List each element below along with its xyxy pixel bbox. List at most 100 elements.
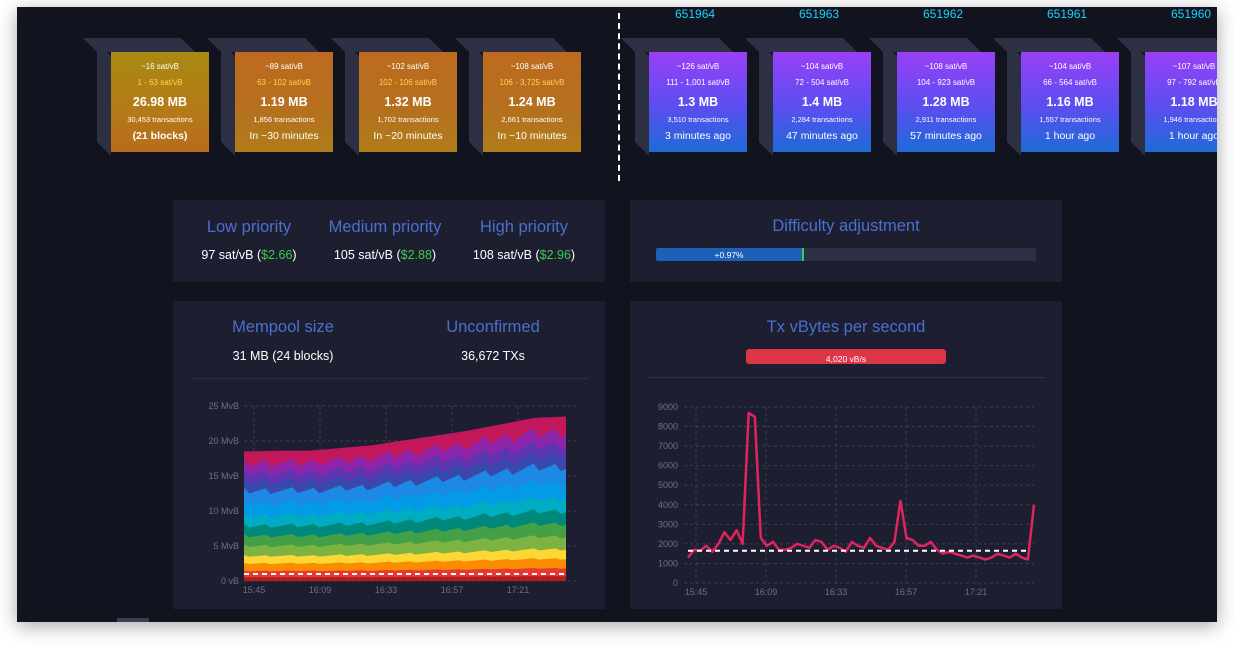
difficulty-change: +0.97% bbox=[714, 249, 744, 260]
block-size: 1.18 MB bbox=[1170, 95, 1217, 109]
block-tx-count: 1,946 transactions bbox=[1163, 115, 1217, 124]
y-tick-label: 4000 bbox=[658, 500, 678, 510]
block-time: 47 minutes ago bbox=[786, 130, 858, 142]
mempool-size-label: Mempool size bbox=[232, 318, 334, 336]
mempool-divider bbox=[618, 13, 620, 181]
block-side-face bbox=[469, 42, 483, 156]
block-tx-count: 3,510 transactions bbox=[667, 115, 729, 124]
difficulty-card: Difficulty adjustment +0.97% bbox=[630, 200, 1062, 282]
block-tx-count: 2,661 transactions bbox=[501, 115, 563, 124]
y-tick-label: 0 vB bbox=[221, 576, 239, 586]
block-fee-range: 63 - 102 sat/vB bbox=[257, 78, 311, 87]
y-tick-label: 6000 bbox=[658, 461, 678, 471]
block-tx-count: 1,557 transactions bbox=[1039, 115, 1101, 124]
block-median-fee: ~126 sat/vB bbox=[676, 62, 720, 71]
mempool-block[interactable]: ~102 sat/vB 102 - 106 sat/vB 1.32 MB 1,702 … bbox=[331, 38, 457, 156]
medium-priority-label: Medium priority bbox=[328, 218, 442, 236]
block-side-face bbox=[345, 42, 359, 156]
tx-vbytes-title: Tx vBytes per second bbox=[766, 318, 926, 336]
block-time: (21 blocks) bbox=[132, 130, 188, 142]
x-tick-label: 16:57 bbox=[895, 587, 918, 597]
y-tick-label: 10 MvB bbox=[208, 506, 239, 516]
low-priority-label: Low priority bbox=[206, 218, 292, 236]
x-tick-label: 17:21 bbox=[965, 587, 988, 597]
block-side-face bbox=[221, 42, 235, 156]
block-median-fee: ~104 sat/vB bbox=[1048, 62, 1092, 71]
block-median-fee: ~16 sat/vB bbox=[140, 62, 180, 71]
block-front-face: ~102 sat/vB 102 - 106 sat/vB 1.32 MB 1,702 … bbox=[359, 52, 457, 152]
block-size: 1.16 MB bbox=[1046, 95, 1094, 109]
block-tx-count: 2,284 transactions bbox=[791, 115, 853, 124]
y-tick-label: 3000 bbox=[658, 519, 678, 529]
block-side-face bbox=[759, 42, 773, 156]
block-side-face bbox=[1007, 42, 1021, 156]
x-tick-label: 16:33 bbox=[375, 585, 398, 595]
low-priority-value: 97 sat/vB ($2.66) bbox=[201, 248, 297, 262]
y-tick-label: 5 MvB bbox=[213, 541, 239, 551]
tx-vbytes-badge-value: 4,020 vB/s bbox=[825, 354, 867, 364]
block-time: In ~20 minutes bbox=[373, 130, 443, 142]
block-front-face: ~126 sat/vB 111 - 1,001 sat/vB 1.3 MB 3,510… bbox=[649, 52, 747, 152]
confirmed-block[interactable]: ~104 sat/vB 72 - 504 sat/vB 1.4 MB 2,284 tr… bbox=[745, 38, 871, 156]
difficulty-progress-track: +0.97% bbox=[656, 248, 1036, 261]
y-tick-label: 1000 bbox=[658, 558, 678, 568]
block-front-face: ~108 sat/vB 104 - 923 sat/vB 1.28 MB 2,911 … bbox=[897, 52, 995, 152]
block-height-link[interactable]: 651963 bbox=[799, 7, 840, 21]
confirmed-block[interactable]: ~107 sat/vB 97 - 792 sat/vB 1.18 MB 1,946 t… bbox=[1117, 38, 1217, 156]
tx-card-divider bbox=[647, 377, 1045, 378]
difficulty-progress-fill: +0.97% bbox=[656, 248, 805, 261]
block-time: 3 minutes ago bbox=[665, 130, 731, 142]
block-front-face: ~108 sat/vB 106 - 3,725 sat/vB 1.24 MB 2,66… bbox=[483, 52, 581, 152]
mempool-fee-band bbox=[244, 576, 566, 581]
mempool-card-divider bbox=[190, 378, 588, 379]
mempool-size-chart: 25 MvB 20 MvB 15 MvB 10 MvB 5 MvB 0 vB 15:45 16… bbox=[208, 401, 576, 595]
x-tick-label: 16:57 bbox=[441, 585, 464, 595]
block-height-link[interactable]: 651960 bbox=[1171, 7, 1212, 21]
block-fee-range: 72 - 504 sat/vB bbox=[795, 78, 849, 87]
block-size: 1.32 MB bbox=[384, 95, 432, 109]
mempool-block[interactable]: ~89 sat/vB 63 - 102 sat/vB 1.19 MB 1,856 tr… bbox=[207, 38, 333, 156]
block-fee-range: 104 - 923 sat/vB bbox=[916, 78, 976, 87]
block-tx-count: 1,856 transactions bbox=[253, 115, 315, 124]
confirmed-block[interactable]: ~126 sat/vB 111 - 1,001 sat/vB 1.3 MB 3,510… bbox=[621, 38, 747, 156]
block-fee-range: 111 - 1,001 sat/vB bbox=[666, 78, 730, 87]
block-front-face: ~107 sat/vB 97 - 792 sat/vB 1.18 MB 1,946 t… bbox=[1145, 52, 1217, 152]
block-height-link[interactable]: 651962 bbox=[923, 7, 964, 21]
block-side-face bbox=[635, 42, 649, 156]
block-side-face bbox=[1131, 42, 1145, 156]
y-tick-label: 8000 bbox=[658, 422, 678, 432]
block-size: 1.24 MB bbox=[508, 95, 556, 109]
confirmed-block[interactable]: ~104 sat/vB 66 - 564 sat/vB 1.16 MB 1,557 t… bbox=[993, 38, 1119, 156]
block-fee-range: 102 - 106 sat/vB bbox=[378, 78, 438, 87]
mempool-block[interactable]: ~16 sat/vB 1 - 63 sat/vB 26.98 MB 30,453 tr… bbox=[83, 38, 209, 156]
high-priority-value: 108 sat/vB ($2.96) bbox=[472, 248, 576, 262]
y-tick-label: 7000 bbox=[658, 441, 678, 451]
block-fee-range: 97 - 792 sat/vB bbox=[1167, 78, 1217, 87]
mempool-block[interactable]: ~108 sat/vB 106 - 3,725 sat/vB 1.24 MB 2,66… bbox=[455, 38, 581, 156]
block-front-face: ~16 sat/vB 1 - 63 sat/vB 26.98 MB 30,453 tr… bbox=[111, 52, 209, 152]
block-time: 1 hour ago bbox=[1168, 130, 1217, 142]
block-size: 1.3 MB bbox=[677, 95, 719, 109]
block-height-link[interactable]: 651961 bbox=[1047, 7, 1088, 21]
block-median-fee: ~108 sat/vB bbox=[924, 62, 968, 71]
block-fee-range: 66 - 564 sat/vB bbox=[1043, 78, 1097, 87]
fee-card: Low priority 97 sat/vB ($2.66) Medium pr… bbox=[173, 200, 605, 282]
block-median-fee: ~107 sat/vB bbox=[1172, 62, 1216, 71]
unconfirmed-value: 36,672 TXs bbox=[461, 349, 525, 363]
confirmed-block[interactable]: ~108 sat/vB 104 - 923 sat/vB 1.28 MB 2,911 … bbox=[869, 38, 995, 156]
block-size: 1.4 MB bbox=[801, 95, 843, 109]
y-tick-label: 25 MvB bbox=[208, 401, 239, 411]
scroll-indicator[interactable] bbox=[117, 618, 149, 622]
x-tick-label: 16:33 bbox=[825, 587, 848, 597]
block-tx-count: 2,911 transactions bbox=[915, 115, 977, 124]
tx-vbytes-badge: 4,020 vB/s bbox=[746, 349, 946, 364]
tx-vbytes-line bbox=[687, 411, 1036, 561]
y-tick-label: 2000 bbox=[658, 539, 678, 549]
block-median-fee: ~108 sat/vB bbox=[510, 62, 554, 71]
y-tick-label: 20 MvB bbox=[208, 436, 239, 446]
mempool-size-value: 31 MB (24 blocks) bbox=[232, 349, 334, 363]
block-time: In ~10 minutes bbox=[497, 130, 567, 142]
block-median-fee: ~102 sat/vB bbox=[386, 62, 430, 71]
block-height-link[interactable]: 651964 bbox=[675, 7, 716, 21]
y-tick-label: 5000 bbox=[658, 480, 678, 490]
